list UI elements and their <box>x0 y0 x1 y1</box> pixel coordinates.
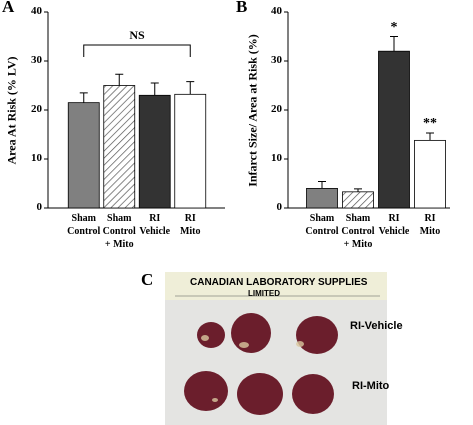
panel-label: C <box>141 270 154 289</box>
annotation: NS <box>129 28 145 42</box>
bar <box>378 50 410 209</box>
y-tick-label: 0 <box>36 201 43 213</box>
panel-label: B <box>236 0 248 16</box>
y-tick-label: 30 <box>31 54 42 66</box>
y-axis-label: Infarct Size/ Area at Risk (%) <box>245 34 260 187</box>
y-axis-label: Area At Risk (% LV) <box>4 56 19 165</box>
x-tick-label: Sham Control <box>305 213 339 237</box>
y-tick-label: 0 <box>276 201 283 213</box>
error-bar <box>390 36 398 52</box>
ruler-subtitle: LIMITED <box>248 289 280 298</box>
bar <box>342 191 374 209</box>
bracket <box>83 44 191 57</box>
error-bar <box>186 81 195 95</box>
error-bar <box>150 82 159 96</box>
error-bar <box>115 73 124 86</box>
bar <box>138 94 171 209</box>
y-tick-label: 10 <box>271 152 282 164</box>
significance-marker: * <box>390 19 398 35</box>
error-bar <box>318 181 326 189</box>
y-tick-label: 20 <box>31 103 42 115</box>
x-tick-label: Sham Control + Mito <box>102 213 136 250</box>
y-tick-label: 40 <box>31 5 42 17</box>
bar <box>174 93 207 209</box>
x-tick-label: RI Mito <box>419 213 441 237</box>
row-label: RI-Mito <box>352 380 390 392</box>
error-bar <box>79 92 88 103</box>
x-tick-label: Sham Control <box>67 213 101 237</box>
error-bar <box>354 188 362 192</box>
y-tick-label: 20 <box>271 103 282 115</box>
ruler-title: CANADIAN LABORATORY SUPPLIES <box>190 277 368 288</box>
error-bar <box>426 132 434 141</box>
bar <box>103 85 136 209</box>
x-tick-label: RI Vehicle <box>378 213 410 237</box>
x-tick-label: Sham Control + Mito <box>341 213 375 250</box>
bar <box>306 187 338 209</box>
significance-marker: ** <box>423 116 437 132</box>
bar <box>414 139 446 209</box>
y-tick-label: 10 <box>31 152 42 164</box>
photo <box>165 272 387 425</box>
y-tick-label: 40 <box>271 5 282 17</box>
bar <box>67 102 100 209</box>
x-tick-label: RI Mito <box>179 213 201 237</box>
x-tick-label: RI Vehicle <box>139 213 171 237</box>
row-label: RI-Vehicle <box>350 320 403 332</box>
y-tick-label: 30 <box>271 54 282 66</box>
panel-label: A <box>2 0 15 16</box>
